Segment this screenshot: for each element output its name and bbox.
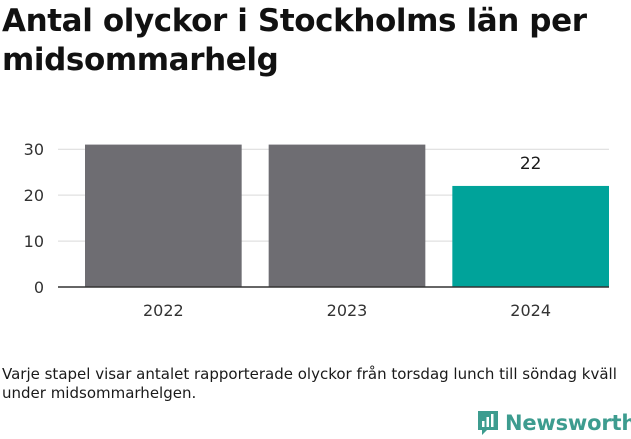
bar-chart: 0 10 20 30 2022 2023 2024 22: [24, 140, 609, 320]
x-axis-tick-labels: 2022 2023 2024: [143, 301, 551, 320]
y-tick-label: 20: [24, 186, 44, 205]
data-labels: 22: [520, 154, 542, 174]
bar-2022: [85, 144, 242, 287]
bar-2023: [268, 144, 426, 287]
chart-footnote: Varje stapel visar antalet rapporterade …: [2, 365, 617, 402]
newsworthy-logo: Newsworthy: [476, 408, 631, 438]
bar-2024: [452, 185, 609, 287]
y-tick-label: 30: [24, 140, 44, 159]
chart-title: Antal olyckor i Stockholms län per midso…: [2, 3, 587, 78]
newsworthy-chart-icon: [478, 411, 498, 435]
y-axis-tick-labels: 0 10 20 30: [24, 140, 44, 297]
logo-text: Newsworthy: [505, 411, 631, 435]
x-tick-label: 2024: [510, 301, 551, 320]
x-tick-label: 2023: [327, 301, 368, 320]
data-label-2024: 22: [520, 154, 542, 174]
y-tick-label: 10: [24, 232, 44, 251]
bars: [85, 144, 609, 287]
x-tick-label: 2022: [143, 301, 184, 320]
y-tick-label: 0: [34, 278, 44, 297]
